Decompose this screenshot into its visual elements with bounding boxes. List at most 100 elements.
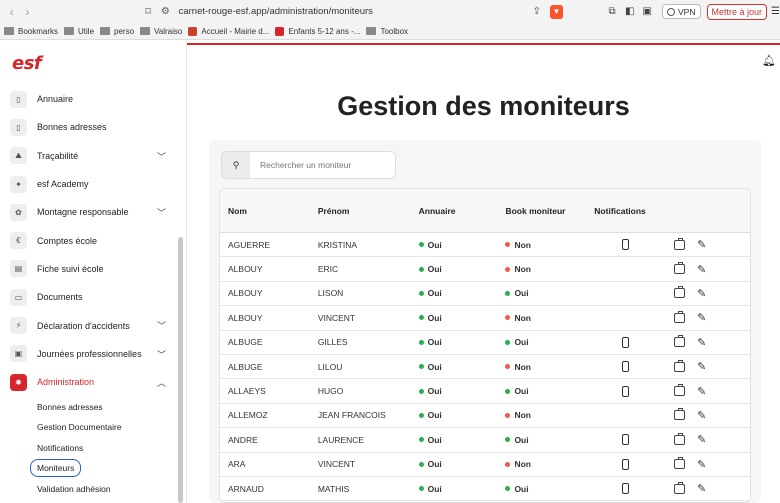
submenu-item-label: Moniteurs <box>30 459 82 478</box>
edit-pencil-icon[interactable]: ✎ <box>697 239 707 252</box>
bell-icon[interactable]: 🔔︎ <box>762 55 776 67</box>
sidebar-item-label: Documents <box>37 292 83 303</box>
status-dot-icon <box>418 266 424 272</box>
edit-pencil-icon[interactable]: ✎ <box>697 336 707 349</box>
forward-icon[interactable]: › <box>25 4 30 19</box>
book-icon: ▯ <box>10 90 27 108</box>
id-badge-icon[interactable] <box>674 286 686 299</box>
search-input[interactable] <box>260 160 390 170</box>
id-badge-icon[interactable] <box>674 237 686 250</box>
sidebar-item-7[interactable]: ▤ Fiche suivi école <box>10 255 170 283</box>
leaf-icon: ✿ <box>10 203 27 221</box>
bookmark-page-icon[interactable]: ⌑ <box>145 6 151 18</box>
sidebar-item-label: Annuaire <box>37 94 74 105</box>
address-bar[interactable]: carnet-rouge-esf.app/administration/moni… <box>178 6 373 17</box>
chevron-down-icon[interactable]: ﹀ <box>156 321 166 332</box>
vpn-button[interactable]: VPN <box>662 4 701 19</box>
cell-nom: ARA <box>228 459 246 470</box>
sidebar-item-3[interactable]: ⛰ Traçabilité ﹀ <box>10 142 170 170</box>
edit-pencil-icon[interactable]: ✎ <box>697 434 707 447</box>
header-nom[interactable]: Nom <box>228 205 247 216</box>
submenu-item[interactable]: Moniteurs <box>30 458 170 479</box>
sidebar-item-8[interactable]: ▭ Documents <box>10 283 170 311</box>
edit-pencil-icon[interactable]: ✎ <box>697 458 707 471</box>
id-badge-icon[interactable] <box>674 457 686 470</box>
edit-pencil-icon[interactable]: ✎ <box>697 312 707 325</box>
chevron-up-icon[interactable]: ︿ <box>156 377 166 388</box>
sidebar-item-10[interactable]: ▣ Journées professionnelles ﹀ <box>10 340 170 368</box>
chevron-down-icon[interactable]: ﹀ <box>156 208 166 219</box>
wallet-icon[interactable]: ▣ <box>642 6 652 17</box>
edit-pencil-icon[interactable]: ✎ <box>697 409 707 422</box>
submenu-item[interactable]: Gestion Documentaire <box>37 417 170 438</box>
id-badge-icon[interactable] <box>674 481 686 494</box>
sidebar-scrollbar[interactable] <box>178 237 183 503</box>
bookmark-item[interactable]: perso <box>100 27 134 36</box>
bookmark-item[interactable]: Toolbox <box>366 27 408 36</box>
bookmark-item[interactable]: Valraiso <box>140 27 182 36</box>
cell-nom: AGUERRE <box>228 239 271 250</box>
submenu-item[interactable]: Bonnes adresses <box>37 396 170 417</box>
header-annuaire[interactable]: Annuaire <box>418 205 456 216</box>
sidebar-item-2[interactable]: ▯ Bonnes adresses <box>10 113 170 141</box>
sidebar-item-1[interactable]: ▯ Annuaire <box>10 85 170 113</box>
chevron-down-icon[interactable]: ﹀ <box>156 349 166 360</box>
extensions-icon[interactable]: ⧉ <box>608 6 616 17</box>
search-icon[interactable]: ⚲ <box>222 152 250 178</box>
sidebar-item-label: Fiche suivi école <box>37 263 104 274</box>
edit-pencil-icon[interactable]: ✎ <box>697 287 707 300</box>
header-prenom[interactable]: Prénom <box>317 205 350 216</box>
header-book[interactable]: Book moniteur <box>505 205 566 216</box>
id-badge-icon[interactable] <box>674 335 686 348</box>
status-dot-icon <box>418 461 424 467</box>
cell-prenom: VINCENT <box>317 312 356 323</box>
sidebar-item-4[interactable]: ✦ esf Academy <box>10 170 170 198</box>
id-badge-icon[interactable] <box>674 262 686 275</box>
table-row: ALBOUY VINCENT Oui Non ✎ <box>220 306 750 331</box>
vpn-icon <box>667 7 676 16</box>
table-row: ARNAUD MATHIS Oui Oui ✎ <box>220 477 750 502</box>
sidebar-item-11[interactable]: ✹ Administration ︿ <box>10 368 170 396</box>
sidebar-item-5[interactable]: ✿ Montagne responsable ﹀ <box>10 198 170 226</box>
id-badge-icon[interactable] <box>674 408 686 421</box>
esf-logo[interactable]: esf <box>12 53 42 74</box>
chevron-down-icon[interactable]: ﹀ <box>156 151 166 162</box>
status-text: Non <box>514 410 531 421</box>
id-badge-icon[interactable] <box>674 359 686 372</box>
submenu-item[interactable]: Validation adhésion <box>37 478 170 499</box>
cell-annuaire: Oui <box>418 240 506 250</box>
id-badge-icon[interactable] <box>674 384 686 397</box>
status-dot-icon <box>418 242 424 248</box>
edit-pencil-icon[interactable]: ✎ <box>697 263 707 276</box>
share-icon[interactable]: ⇪ <box>532 6 542 17</box>
back-icon[interactable]: ‹ <box>9 4 14 19</box>
folder-icon <box>366 27 377 35</box>
status-text: Oui <box>427 459 442 470</box>
bookmark-item[interactable]: Bookmarks <box>4 27 58 36</box>
edit-pencil-icon[interactable]: ✎ <box>697 483 707 496</box>
bookmark-item[interactable]: Utile <box>64 27 94 36</box>
edit-pencil-icon[interactable]: ✎ <box>697 361 707 374</box>
id-badge-icon[interactable] <box>674 310 686 323</box>
status-badge: Oui <box>505 484 594 494</box>
edit-pencil-icon[interactable]: ✎ <box>697 385 707 398</box>
sidebar-item-6[interactable]: € Comptes école <box>10 226 170 254</box>
submenu-item-label: Notifications <box>37 442 84 453</box>
cell-actions: ✎ <box>670 481 750 496</box>
cell-annuaire: Oui <box>418 288 506 298</box>
update-button[interactable]: Mettre à jour <box>706 3 768 20</box>
bookmark-item[interactable]: Enfants 5-12 ans -... <box>275 26 360 36</box>
menu-icon[interactable]: ☰ <box>771 6 780 17</box>
site-info-icon[interactable]: ⚙ <box>160 6 170 17</box>
sidebar-toggle-icon[interactable]: ◧ <box>624 6 635 17</box>
cell-book: Non <box>505 240 594 250</box>
cell-annuaire: Oui <box>418 386 506 396</box>
submenu-item[interactable]: Notifications <box>37 437 170 458</box>
table-row: ALBOUY LISON Oui Oui ✎ <box>220 282 750 307</box>
id-badge-icon[interactable] <box>674 432 686 445</box>
header-notifications[interactable]: Notifications <box>594 205 646 216</box>
bookmark-item[interactable]: Accueil - Mairie d... <box>188 26 269 36</box>
status-text: Non <box>514 264 531 275</box>
brave-shield-icon[interactable]: ▼ <box>549 4 564 19</box>
sidebar-item-9[interactable]: ⚡ Déclaration d'accidents ﹀ <box>10 311 170 339</box>
